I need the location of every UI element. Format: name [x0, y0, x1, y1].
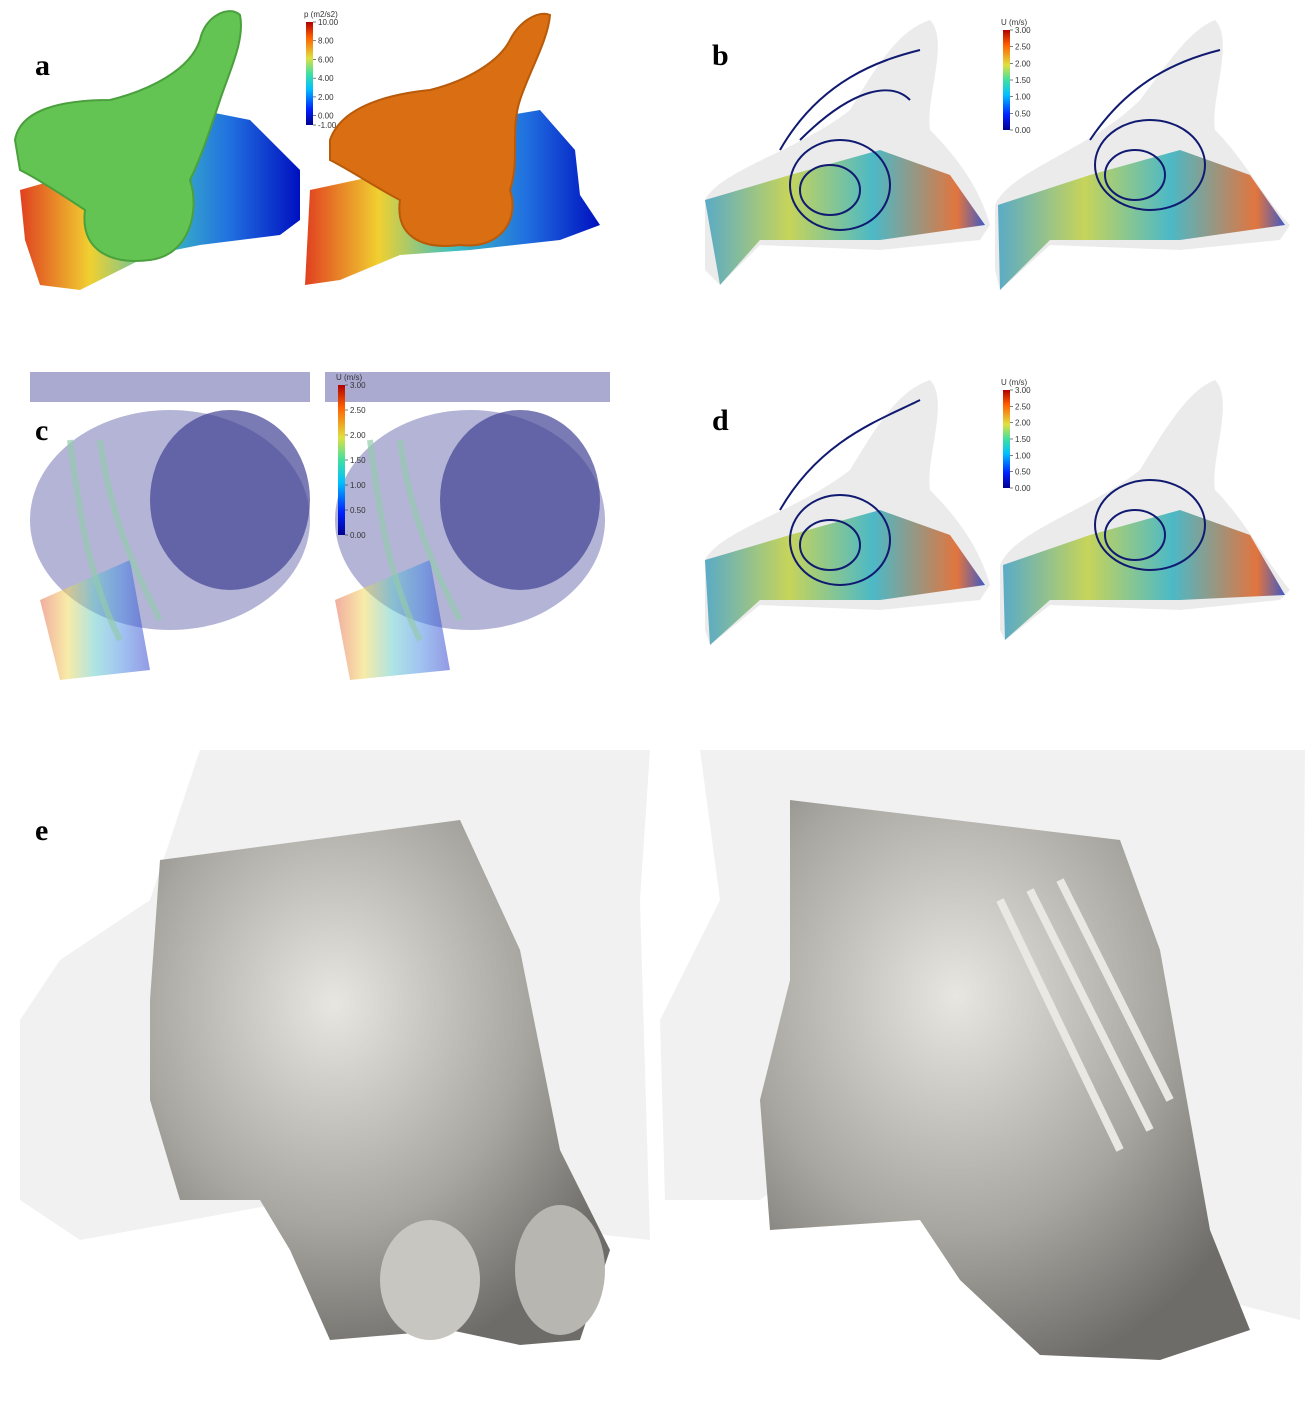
colorbar-scale	[306, 22, 313, 125]
colorbar-tick-label: 0.50	[1015, 468, 1031, 477]
colorbar-tick-label: 3.00	[1015, 26, 1031, 35]
colorbar-tick-label: 1.50	[1015, 435, 1031, 444]
colorbar-tick-label: 1.50	[1015, 76, 1031, 85]
colorbar-scale	[1003, 30, 1010, 130]
colorbar-tick-label: 1.00	[350, 481, 366, 490]
colorbar-tick-label: 2.00	[1015, 419, 1031, 428]
panel-label: a	[35, 49, 50, 82]
colorbar-scale	[338, 385, 345, 535]
colorbar-tick-label: 0.00	[318, 112, 334, 121]
panel-label: e	[35, 814, 48, 847]
colorbar-tick-label: 1.00	[1015, 93, 1031, 102]
colorbar-tick-label: 8.00	[318, 37, 334, 46]
panel-d-image	[705, 380, 1290, 645]
panel-b-image	[705, 20, 1290, 290]
colorbar-tick-label: 4.00	[318, 74, 334, 83]
colorbar: U (m/s)3.002.502.001.501.000.500.00	[1001, 18, 1031, 135]
panel-e-image	[20, 750, 1305, 1360]
panel-label: b	[712, 39, 729, 72]
colorbar-tick-label: -1.00	[318, 121, 337, 130]
panel-label: d	[712, 404, 729, 437]
colorbar-tick-label: 0.00	[1015, 126, 1031, 135]
colorbar: p (m2/s2)10.008.006.004.002.000.00-1.00	[304, 10, 339, 130]
colorbar-tick-label: 2.00	[350, 431, 366, 440]
colorbar-tick-label: 3.00	[1015, 386, 1031, 395]
colorbar-tick-label: 6.00	[318, 55, 334, 64]
colorbar-tick-label: 3.00	[350, 381, 366, 390]
colorbar-tick-label: 1.50	[350, 456, 366, 465]
figure: a b c d e p (m2/s2)10.008.006.004.002.00…	[0, 0, 1309, 1403]
panel-c-image	[30, 372, 610, 680]
colorbar-tick-label: 2.00	[1015, 59, 1031, 68]
panel-label: c	[35, 414, 48, 447]
colorbar: U (m/s)3.002.502.001.501.000.500.00	[1001, 378, 1031, 493]
colorbar-tick-label: 1.00	[1015, 451, 1031, 460]
colorbar-tick-label: 2.50	[1015, 402, 1031, 411]
colorbar-tick-label: 0.00	[350, 531, 366, 540]
colorbar-tick-label: 2.50	[350, 406, 366, 415]
colorbar-tick-label: 0.50	[350, 506, 366, 515]
colorbar-tick-label: 0.00	[1015, 484, 1031, 493]
colorbar-scale	[1003, 390, 1010, 488]
colorbar-tick-label: 2.50	[1015, 43, 1031, 52]
colorbar-tick-label: 0.50	[1015, 109, 1031, 118]
page: {"panels": [ {"label": "a", "colorbar": …	[0, 0, 1309, 1403]
colorbar-tick-label: 10.00	[318, 18, 339, 27]
colorbar-tick-label: 2.00	[318, 93, 334, 102]
